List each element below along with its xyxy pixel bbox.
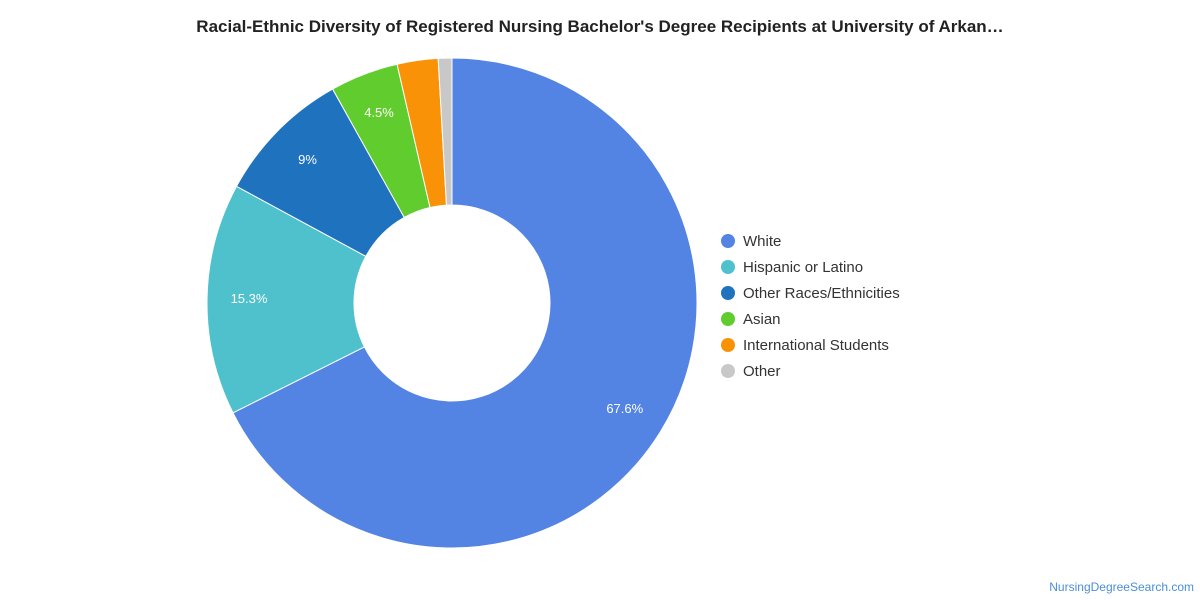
chart-legend: White Hispanic or Latino Other Races/Ethni…	[721, 228, 900, 384]
legend-label: Hispanic or Latino	[743, 258, 864, 276]
legend-item-asian: Asian	[721, 306, 900, 332]
legend-label: Other Races/Ethnicities	[743, 284, 900, 302]
data-label-other-races-ethnicities: 9%	[298, 152, 317, 167]
legend-item-hispanic-or-latino: Hispanic or Latino	[721, 254, 900, 280]
legend-swatch	[721, 312, 735, 326]
legend-item-white: White	[721, 228, 900, 254]
data-label-hispanic-or-latino: 15.3%	[231, 291, 268, 306]
legend-label: International Students	[743, 336, 889, 354]
legend-swatch	[721, 364, 735, 378]
legend-label: Asian	[743, 310, 781, 328]
legend-label: White	[743, 232, 782, 250]
slice-white	[232, 57, 698, 549]
legend-item-other: Other	[721, 358, 900, 384]
slice-other	[437, 57, 453, 206]
slice-hispanic-or-latino	[206, 185, 367, 414]
legend-item-other-races-ethnicities: Other Races/Ethnicities	[721, 280, 900, 306]
legend-swatch	[721, 338, 735, 352]
legend-swatch	[721, 260, 735, 274]
legend-item-international-students: International Students	[721, 332, 900, 358]
chart-title: Racial-Ethnic Diversity of Registered Nu…	[196, 17, 1004, 36]
legend-swatch	[721, 286, 735, 300]
legend-label: Other	[743, 362, 781, 380]
watermark: NursingDegreeSearch.com	[1049, 580, 1194, 594]
data-label-asian: 4.5%	[364, 105, 394, 120]
data-label-white: 67.6%	[606, 401, 643, 416]
legend-swatch	[721, 234, 735, 248]
